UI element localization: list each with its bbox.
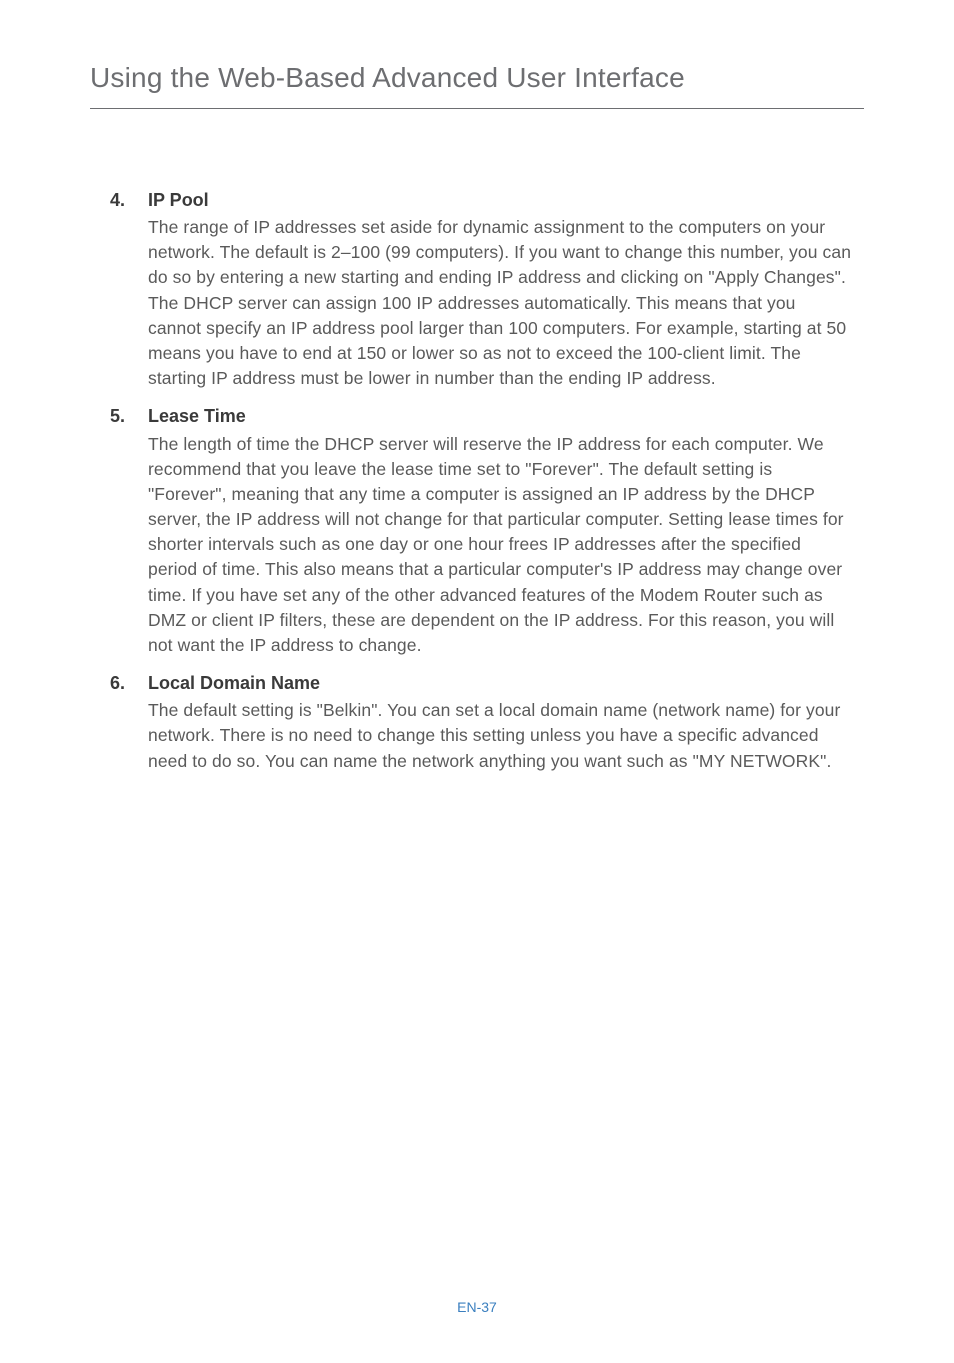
item-body: Local Domain Name The default setting is… [148, 670, 852, 774]
list-item: 5. Lease Time The length of time the DHC… [110, 403, 852, 658]
item-heading: Lease Time [148, 403, 852, 429]
page-title: Using the Web-Based Advanced User Interf… [90, 62, 864, 94]
item-text: The default setting is "Belkin". You can… [148, 698, 852, 774]
item-number: 4. [110, 187, 148, 391]
title-rule [90, 108, 864, 109]
item-body: Lease Time The length of time the DHCP s… [148, 403, 852, 658]
item-text: The length of time the DHCP server will … [148, 432, 852, 659]
item-body: IP Pool The range of IP addresses set as… [148, 187, 852, 391]
page-footer: EN-37 [0, 1299, 954, 1315]
list-item: 6. Local Domain Name The default setting… [110, 670, 852, 774]
page-container: Using the Web-Based Advanced User Interf… [0, 0, 954, 826]
item-heading: Local Domain Name [148, 670, 852, 696]
item-number: 5. [110, 403, 148, 658]
content-list: 4. IP Pool The range of IP addresses set… [90, 187, 864, 774]
item-number: 6. [110, 670, 148, 774]
item-text: The range of IP addresses set aside for … [148, 215, 852, 391]
list-item: 4. IP Pool The range of IP addresses set… [110, 187, 852, 391]
item-heading: IP Pool [148, 187, 852, 213]
